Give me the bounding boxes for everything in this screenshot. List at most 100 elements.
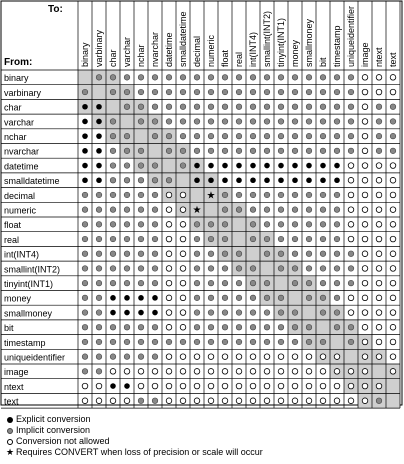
not-allowed-dot	[390, 89, 396, 95]
not-allowed-dot	[390, 222, 396, 228]
not-allowed-dot	[376, 177, 382, 183]
row-label: tinyint(INT1)	[4, 279, 53, 289]
implicit-conversion-dot	[138, 148, 144, 154]
row-label: smalldatetime	[4, 176, 60, 186]
implicit-conversion-dot	[236, 192, 242, 198]
not-allowed-dot	[180, 236, 186, 242]
not-allowed-dot	[362, 222, 368, 228]
implicit-conversion-dot	[292, 222, 298, 228]
not-allowed-dot	[194, 383, 200, 389]
implicit-conversion-dot	[278, 148, 284, 154]
implicit-conversion-dot	[166, 75, 172, 81]
not-allowed-dot	[208, 354, 214, 360]
row-label: ntext	[4, 382, 24, 392]
row-label: datetime	[4, 161, 39, 171]
implicit-conversion-dot	[138, 251, 144, 257]
implicit-conversion-dot	[278, 207, 284, 213]
diagonal-shade	[274, 276, 288, 291]
not-allowed-dot	[348, 383, 354, 389]
implicit-conversion-dot	[264, 192, 270, 198]
not-allowed-dot	[390, 295, 396, 301]
explicit-conversion-dot	[236, 163, 242, 169]
explicit-conversion-dot	[96, 148, 102, 154]
implicit-conversion-dot	[208, 266, 214, 272]
not-allowed-dot	[390, 177, 396, 183]
implicit-conversion-dot	[278, 310, 284, 316]
diagonal-shade	[204, 202, 218, 217]
legend-text: Implicit conversion	[16, 425, 90, 436]
not-allowed-dot	[348, 163, 354, 169]
row-label: smallint(INT2)	[4, 264, 60, 274]
diagonal-shade	[120, 114, 134, 129]
not-allowed-dot	[376, 222, 382, 228]
implicit-conversion-dot	[96, 324, 102, 330]
implicit-conversion-dot	[208, 75, 214, 81]
not-allowed-dot	[334, 369, 340, 375]
implicit-conversion-dot	[278, 75, 284, 81]
implicit-conversion-dot	[334, 104, 340, 110]
implicit-conversion-dot	[152, 163, 158, 169]
implicit-conversion-dot	[334, 133, 340, 139]
implicit-conversion-dot	[264, 339, 270, 345]
implicit-conversion-dot	[306, 104, 312, 110]
implicit-conversion-dot	[376, 119, 382, 125]
implicit-conversion-dot	[264, 324, 270, 330]
not-allowed-dot	[180, 280, 186, 286]
implicit-conversion-dot	[180, 133, 186, 139]
implicit-conversion-dot	[292, 148, 298, 154]
implicit-conversion-dot	[82, 324, 88, 330]
implicit-conversion-dot	[376, 398, 382, 404]
explicit-conversion-dot	[82, 177, 88, 183]
implicit-conversion-dot	[194, 310, 200, 316]
diagonal-shade	[148, 144, 162, 159]
not-allowed-dot	[390, 75, 396, 81]
explicit-conversion-dot	[96, 104, 102, 110]
not-allowed-dot	[376, 163, 382, 169]
not-allowed-dot	[208, 398, 214, 404]
implicit-conversion-dot	[320, 192, 326, 198]
implicit-conversion-dot	[152, 177, 158, 183]
diagonal-shade	[302, 305, 316, 320]
not-allowed-dot	[390, 251, 396, 257]
implicit-conversion-dot	[236, 339, 242, 345]
implicit-conversion-dot	[278, 192, 284, 198]
implicit-conversion-dot	[180, 163, 186, 169]
not-allowed-dot	[180, 383, 186, 389]
not-allowed-dot	[236, 383, 242, 389]
row-label: uniqueidentifier	[4, 353, 65, 363]
implicit-conversion-dot	[194, 295, 200, 301]
not-allowed-dot	[250, 354, 256, 360]
implicit-conversion-dot	[194, 222, 200, 228]
not-allowed-dot	[152, 383, 158, 389]
not-allowed-dot	[362, 324, 368, 330]
not-allowed-dot	[362, 177, 368, 183]
not-allowed-dot	[376, 310, 382, 316]
not-allowed-dot	[376, 354, 382, 360]
implicit-conversion-dot	[96, 236, 102, 242]
not-allowed-dot	[390, 236, 396, 242]
column-header: float	[220, 49, 230, 67]
legend-text: Requires CONVERT when loss of precision …	[16, 447, 263, 458]
not-allowed-dot	[292, 354, 298, 360]
implicit-conversion-dot	[96, 280, 102, 286]
implicit-conversion-dot	[124, 222, 130, 228]
column-header: numeric	[206, 34, 216, 67]
implicit-conversion-dot	[152, 75, 158, 81]
column-header: varbinary	[94, 29, 104, 67]
implicit-conversion-dot	[138, 354, 144, 360]
implicit-conversion-dot	[124, 133, 130, 139]
not-allowed-dot	[250, 398, 256, 404]
implicit-conversion-dot	[236, 280, 242, 286]
notallowed-dot	[7, 439, 13, 445]
implicit-conversion-dot	[208, 236, 214, 242]
notallowed-dot-icon	[4, 439, 16, 445]
not-allowed-dot	[166, 310, 172, 316]
explicit-conversion-dot	[236, 177, 242, 183]
not-allowed-dot	[376, 251, 382, 257]
not-allowed-dot	[124, 369, 130, 375]
implicit-conversion-dot	[306, 251, 312, 257]
row-label: char	[4, 103, 22, 113]
row-label: decimal	[4, 191, 35, 201]
not-allowed-dot	[376, 236, 382, 242]
row-label: numeric	[4, 206, 37, 216]
